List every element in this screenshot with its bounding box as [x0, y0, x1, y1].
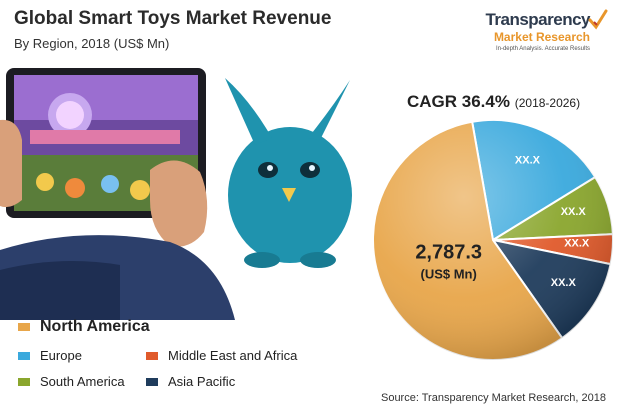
pie-label-south-america: XX.X — [561, 206, 587, 218]
legend-swatch — [18, 323, 30, 331]
check-icon — [588, 9, 608, 30]
pie-label-middle-east-and-africa: XX.X — [564, 237, 590, 249]
legend-item-middle-east-africa: Middle East and Africa — [146, 348, 297, 363]
child-hands — [0, 119, 235, 320]
pie-chart: XX.X XX.X XX.X XX.X 2,787.3 (US$ Mn) — [372, 119, 614, 361]
logo-name: Transparency — [485, 10, 590, 29]
legend-swatch — [18, 351, 30, 360]
legend-label: South America — [40, 374, 125, 389]
legend-label: North America — [40, 318, 150, 335]
pie-label-asia-pacific: XX.X — [551, 277, 577, 289]
legend: North America Europe Middle East and Afr… — [18, 318, 348, 398]
pie-label-north-america: 2,787.3 — [415, 241, 482, 263]
cagr-label: CAGR 36.4% (2018-2026) — [407, 92, 580, 112]
legend-item-asia-pacific: Asia Pacific — [146, 374, 235, 389]
legend-item-north-america: North America — [18, 318, 150, 336]
cagr-value: CAGR 36.4% — [407, 92, 510, 111]
pie-label-europe: XX.X — [515, 154, 541, 166]
legend-swatch — [146, 351, 158, 360]
legend-item-europe: Europe — [18, 348, 82, 363]
legend-swatch — [18, 377, 30, 386]
furby-toy — [225, 78, 352, 268]
smart-toy-illustration — [0, 68, 352, 320]
page-title: Global Smart Toys Market Revenue — [14, 8, 332, 29]
pie-label-unit: (US$ Mn) — [421, 266, 477, 281]
legend-item-south-america: South America — [18, 374, 125, 389]
logo-tagline: In-depth Analysis. Accurate Results — [495, 46, 590, 52]
page-subtitle: By Region, 2018 (US$ Mn) — [14, 36, 170, 51]
logo-subname: Market Research — [493, 30, 590, 44]
cagr-years: (2018-2026) — [514, 96, 581, 110]
legend-swatch — [146, 377, 158, 386]
legend-label: Asia Pacific — [168, 374, 236, 389]
legend-label: Middle East and Africa — [168, 348, 298, 363]
source-note: Source: Transparency Market Research, 20… — [380, 392, 606, 404]
legend-label: Europe — [40, 348, 82, 363]
company-logo: Transparency Market Research In-depth An… — [458, 8, 608, 64]
